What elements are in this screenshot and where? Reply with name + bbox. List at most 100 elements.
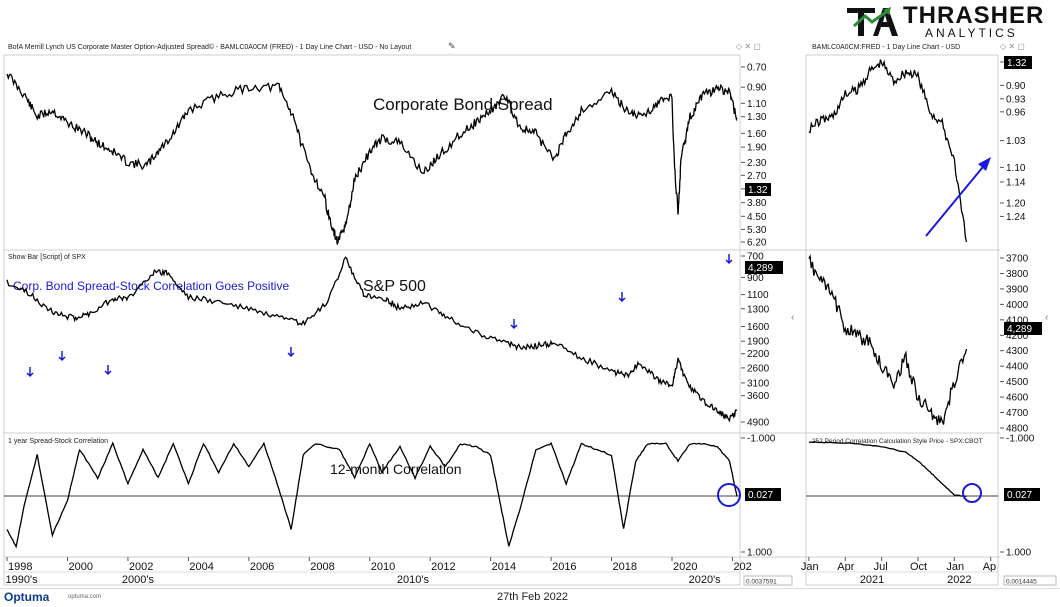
- tick-label: 3.80: [747, 198, 767, 209]
- data-point: [729, 91, 730, 92]
- tick-label: 3900: [1006, 284, 1029, 295]
- data-point: [930, 111, 931, 112]
- tick-label: 4200: [1006, 331, 1029, 342]
- data-point: [279, 489, 280, 490]
- data-point: [369, 443, 370, 444]
- data-point: [112, 151, 113, 152]
- x-tick-label: 2002: [129, 561, 153, 573]
- optuma-logo[interactable]: Optuma: [4, 590, 50, 604]
- data-point: [520, 506, 521, 507]
- data-point: [475, 446, 476, 447]
- data-point: [173, 443, 174, 444]
- x-tick-label: 1998: [8, 561, 32, 573]
- corr-last-value: 0.027: [748, 490, 773, 501]
- series-line: [6, 256, 738, 423]
- corr-zoom-last-value: 0.027: [1007, 490, 1032, 501]
- x-tick-label: Ap: [983, 561, 996, 573]
- tick-label: 4400: [1006, 362, 1029, 373]
- data-point: [97, 477, 98, 478]
- left-panel-frame: [3, 54, 741, 586]
- tick-label: 2200: [747, 349, 770, 360]
- collapse-right-icon[interactable]: ‹: [1045, 312, 1048, 323]
- left-scale-box[interactable]: [743, 575, 793, 586]
- data-point: [893, 80, 894, 81]
- tick-label: 1.30: [747, 112, 767, 123]
- corr-zoom-series: [808, 441, 967, 498]
- tick-label: 0.93: [1006, 94, 1026, 105]
- data-point: [833, 442, 834, 443]
- left-bot-header: 1 year Spread-Stock Correlation: [8, 438, 108, 445]
- data-point: [79, 449, 80, 450]
- data-point: [505, 343, 506, 344]
- data-point: [415, 477, 416, 478]
- data-point: [881, 366, 882, 367]
- data-point: [369, 151, 370, 152]
- spread-title: Corporate Bond Spread: [373, 95, 553, 114]
- corr-zoom-last-badge: [1004, 488, 1040, 501]
- right-bot-header: 252 Period Correlation Calculation Style…: [812, 438, 983, 445]
- data-point: [309, 165, 310, 166]
- tick-label: 3100: [747, 378, 770, 389]
- data-point: [681, 155, 682, 156]
- spread-last-value: 1.32: [748, 185, 768, 196]
- data-point: [439, 155, 440, 156]
- window-controls-left[interactable]: ◇ ✕ ▢: [736, 42, 761, 51]
- data-point: [641, 116, 642, 117]
- data-point: [729, 460, 730, 461]
- data-point: [315, 443, 316, 444]
- right-scale-value: 0.0014445: [1006, 579, 1037, 586]
- data-point: [279, 87, 280, 88]
- optuma-url[interactable]: optuma.com: [68, 594, 102, 600]
- data-point: [381, 138, 382, 139]
- data-point: [845, 327, 846, 328]
- x-tick-label: Oct: [910, 561, 927, 573]
- tick-label: 1.20: [1006, 199, 1026, 210]
- data-point: [905, 452, 906, 453]
- data-point: [596, 449, 597, 450]
- x-tick-label: 202: [733, 561, 751, 573]
- data-point: [702, 443, 703, 444]
- data-point: [6, 282, 7, 283]
- tick-label: 0.90: [1006, 81, 1026, 92]
- spx-title: S&P 500: [363, 278, 426, 295]
- data-point: [337, 241, 338, 242]
- data-point: [167, 272, 168, 273]
- data-point: [647, 443, 648, 444]
- tick-label: 4100: [1006, 315, 1029, 326]
- data-point: [869, 342, 870, 343]
- spread-zoom-axis: 1.241.201.141.101.030.960.930.900.85: [1000, 58, 1026, 223]
- year-label: 2021: [860, 574, 884, 586]
- x-tick-label: 2018: [613, 561, 637, 573]
- edit-icon[interactable]: ✎: [448, 41, 456, 51]
- x-tick-label: Apr: [837, 561, 854, 573]
- data-point: [475, 122, 476, 123]
- data-point: [460, 443, 461, 444]
- right-scale-box[interactable]: [1003, 575, 1057, 586]
- data-point: [430, 446, 431, 447]
- data-point: [930, 472, 931, 473]
- data-point: [808, 441, 809, 442]
- data-point: [490, 110, 491, 111]
- data-point: [363, 294, 364, 295]
- tick-label: 1.14: [1006, 178, 1026, 189]
- x-tick-label: 2006: [250, 561, 274, 573]
- data-point: [339, 449, 340, 450]
- data-point: [52, 311, 53, 312]
- tick-label: 0.70: [747, 63, 767, 74]
- tick-label: 1.90: [747, 143, 767, 154]
- window-controls-right[interactable]: ◇ ✕ ▢: [1000, 42, 1025, 51]
- arrow-marker: [58, 351, 66, 362]
- data-point: [73, 318, 74, 319]
- left-mid-header: Show Bar [Script] of SPX: [8, 254, 86, 261]
- data-point: [303, 455, 304, 456]
- data-point: [551, 443, 552, 444]
- x-axis-left: 1998 2000 2002 2004 2006 2008 2010 2012 2014 2016…: [6, 557, 752, 586]
- tick-label: 1300: [747, 304, 770, 315]
- collapse-left-icon[interactable]: ‹: [791, 312, 794, 323]
- data-point: [554, 158, 555, 159]
- tick-label: 1.000: [1006, 548, 1031, 559]
- trend-arrow: [925, 161, 988, 237]
- arrow-marker: [26, 367, 34, 378]
- data-point: [538, 345, 539, 346]
- data-point: [97, 142, 98, 143]
